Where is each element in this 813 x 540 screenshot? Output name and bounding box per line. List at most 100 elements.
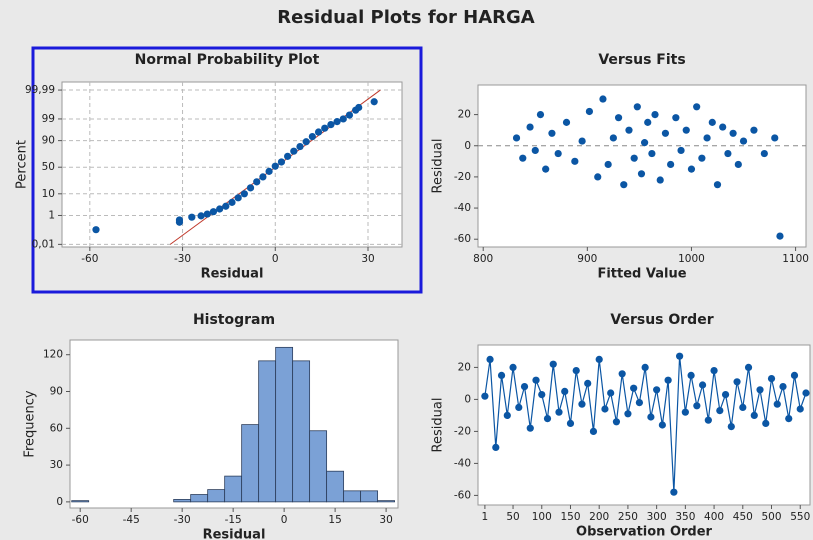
- point: [630, 384, 638, 392]
- point: [265, 167, 273, 175]
- point: [756, 386, 764, 394]
- plot-area: [477, 84, 807, 248]
- point: [572, 367, 580, 375]
- point: [762, 419, 770, 427]
- panel-title: Versus Fits: [598, 52, 685, 68]
- point: [760, 149, 768, 158]
- point: [704, 416, 712, 424]
- x-tick-label: 200: [589, 511, 609, 523]
- point: [716, 407, 724, 415]
- point: [641, 139, 649, 147]
- point: [796, 405, 804, 413]
- y-tick-label: 90: [42, 135, 55, 147]
- point: [653, 386, 661, 394]
- point: [681, 408, 689, 416]
- point: [693, 402, 701, 410]
- point: [589, 427, 598, 435]
- point: [641, 363, 649, 371]
- point: [542, 165, 550, 173]
- bar: [207, 489, 226, 503]
- point: [648, 149, 656, 158]
- point: [492, 443, 500, 451]
- point: [739, 137, 748, 145]
- x-tick-label: -45: [123, 514, 140, 526]
- y-tick-label: -20: [454, 425, 471, 437]
- point: [644, 118, 652, 126]
- point: [555, 408, 563, 416]
- point: [625, 126, 633, 134]
- point: [308, 132, 316, 141]
- point: [750, 126, 758, 134]
- bar: [224, 475, 243, 503]
- point: [713, 181, 722, 189]
- point: [339, 115, 347, 123]
- point: [486, 355, 494, 363]
- point: [710, 367, 718, 375]
- point: [302, 138, 310, 146]
- point: [277, 158, 286, 166]
- point: [355, 103, 363, 112]
- point: [554, 149, 562, 158]
- y-tick-label: -60: [454, 489, 471, 501]
- point: [664, 376, 672, 384]
- point: [595, 355, 603, 363]
- point: [658, 421, 666, 429]
- x-tick-label: 1000: [678, 253, 705, 265]
- y-tick-label: 99,99: [25, 84, 55, 96]
- point: [259, 173, 267, 181]
- y-tick-label: 0: [56, 496, 63, 508]
- point: [327, 120, 335, 129]
- x-tick-label: 900: [577, 253, 597, 265]
- bar: [173, 499, 192, 503]
- y-tick-label: 20: [458, 109, 471, 121]
- bar: [71, 500, 90, 503]
- point: [687, 165, 696, 173]
- point: [519, 154, 527, 162]
- point: [734, 160, 742, 169]
- x-tick-label: 0: [281, 514, 288, 526]
- point: [209, 208, 218, 216]
- y-tick-label: 90: [50, 386, 63, 398]
- y-tick-label: -40: [454, 457, 471, 469]
- point: [561, 387, 569, 395]
- point: [651, 110, 659, 119]
- x-tick-label: 30: [379, 514, 392, 526]
- selection-box: [31, 46, 423, 294]
- point: [698, 381, 707, 389]
- point: [585, 107, 594, 116]
- point: [682, 126, 690, 134]
- point: [240, 190, 248, 198]
- x-tick-label: 500: [761, 511, 781, 523]
- point: [509, 363, 517, 371]
- point: [661, 129, 670, 137]
- bar: [275, 346, 294, 503]
- point: [767, 375, 776, 383]
- point: [497, 371, 506, 379]
- point: [526, 424, 534, 432]
- point: [633, 103, 641, 111]
- point: [578, 137, 586, 145]
- point: [253, 178, 261, 186]
- point: [290, 147, 298, 155]
- x-axis-label: Residual: [203, 528, 266, 540]
- point: [234, 194, 242, 202]
- point: [729, 129, 737, 137]
- x-tick-label: 400: [704, 511, 724, 523]
- point: [601, 405, 609, 413]
- point: [512, 134, 521, 142]
- y-tick-label: 10: [42, 188, 55, 200]
- point: [771, 134, 779, 142]
- point: [321, 124, 329, 132]
- y-tick-label: 120: [43, 349, 63, 361]
- point: [175, 216, 184, 224]
- y-axis-label: Residual: [431, 139, 446, 194]
- point: [536, 110, 545, 119]
- point: [609, 134, 617, 142]
- y-axis-label: Percent: [15, 140, 30, 189]
- y-tick-label: -20: [454, 171, 471, 183]
- point: [333, 118, 341, 126]
- y-axis-label: Frequency: [23, 390, 38, 457]
- x-tick-label: 450: [733, 511, 753, 523]
- x-tick-label: 550: [790, 511, 810, 523]
